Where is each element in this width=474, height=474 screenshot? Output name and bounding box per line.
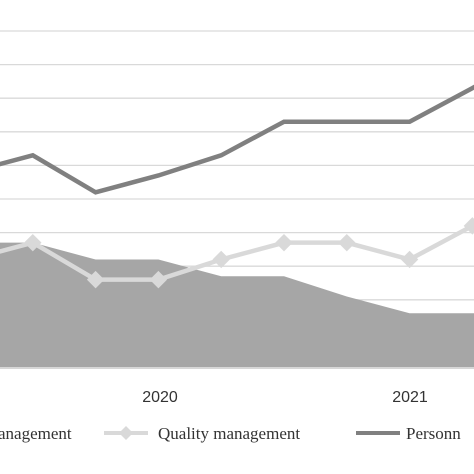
- line-quality-management: [0, 222, 474, 282]
- legend-label-management: anagement: [0, 424, 72, 443]
- area-series: [0, 242, 474, 367]
- legend: anagement Quality management Personn: [0, 424, 461, 443]
- marker-quality-management: [275, 233, 293, 252]
- x-tick-label-2021: 2021: [392, 389, 428, 406]
- legend-label-quality-management: Quality management: [158, 424, 300, 443]
- legend-label-personnel: Personn: [406, 424, 461, 443]
- marker-quality-management: [149, 270, 168, 289]
- line-series: [0, 84, 474, 282]
- marker-quality-management: [463, 217, 474, 235]
- marker-quality-management: [24, 233, 42, 252]
- marker-quality-management: [212, 250, 230, 269]
- x-tick-label-2020: 2020: [142, 389, 178, 406]
- x-tick-labels: 2020 2021: [142, 389, 428, 406]
- line-personnel: [0, 84, 474, 195]
- series-markers: [24, 217, 474, 289]
- legend-marker-quality: [119, 426, 133, 440]
- area-management: [0, 242, 474, 367]
- marker-quality-management: [86, 270, 105, 289]
- marker-quality-management: [400, 250, 419, 269]
- legend-symbol-quality: [104, 426, 148, 440]
- marker-quality-management: [338, 233, 356, 252]
